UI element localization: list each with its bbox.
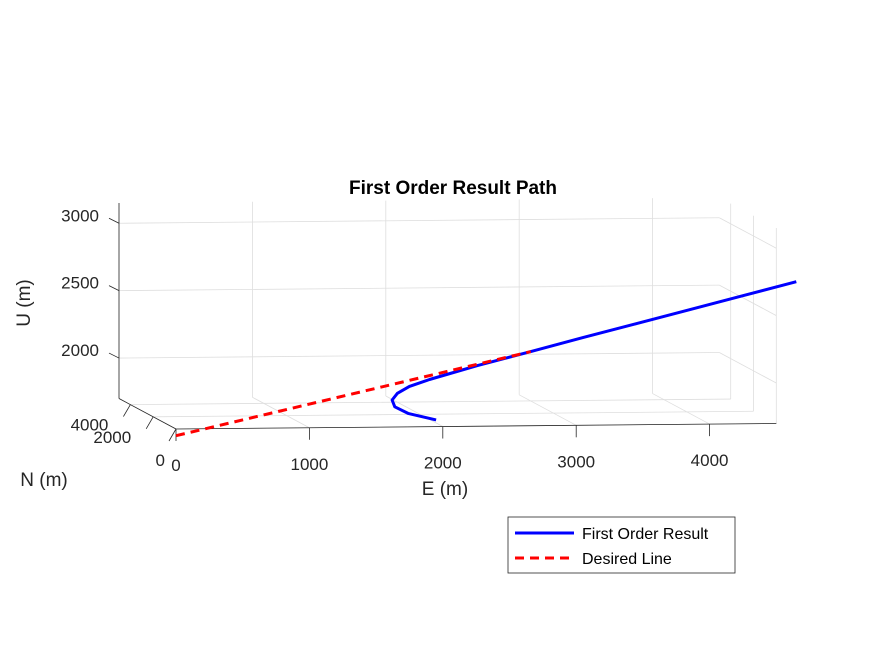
y-tick-mark <box>168 428 177 442</box>
series-line-desired-line <box>175 350 532 438</box>
grid-line-x-floor <box>652 393 710 425</box>
legend-label-first-order-result: First Order Result <box>582 526 709 543</box>
grid-line-x-floor <box>519 394 577 426</box>
grid-line-z-side <box>719 217 777 249</box>
series-line-first-order-result <box>390 280 797 422</box>
series-lines <box>175 280 797 438</box>
z-tick-mark <box>108 217 120 224</box>
y-tick-label: 2000 <box>93 428 131 447</box>
x-axis-label: E (m) <box>422 479 468 500</box>
z-tick-label: 2000 <box>61 341 99 360</box>
grid-line-z-back <box>118 352 720 359</box>
z-tick-label: 3000 <box>61 206 99 225</box>
y-tick-mark <box>145 416 154 430</box>
grid-line-x-floor <box>252 396 310 429</box>
chart-title: First Order Result Path <box>349 178 557 199</box>
grid-line-y-floor <box>130 398 731 405</box>
legend-label-desired-line: Desired Line <box>582 551 672 568</box>
y-tick-label: 0 <box>156 451 165 470</box>
x-tick-label: 1000 <box>290 455 328 474</box>
grid-line-x-floor <box>385 395 443 427</box>
x-tick-label: 2000 <box>424 454 462 473</box>
x-tick-label: 4000 <box>691 451 729 470</box>
y-axis-line <box>118 398 177 430</box>
grid-line-y-floor <box>153 410 754 418</box>
x-axis-line <box>175 423 777 430</box>
legend-box <box>507 516 736 574</box>
x-tick-label: 3000 <box>557 452 595 471</box>
grid-line-z-back <box>118 217 720 224</box>
y-tick-label: 4000 <box>71 416 109 435</box>
grid-line-z-side <box>719 352 777 384</box>
z-axis-label: U (m) <box>14 279 35 326</box>
z-tick-label: 2500 <box>61 274 99 293</box>
y-axis-label: N (m) <box>20 470 67 491</box>
axes <box>108 203 777 442</box>
z-tick-mark <box>108 352 120 359</box>
grid-line-z-back <box>118 284 720 292</box>
y-tick-mark <box>123 404 131 417</box>
x-tick-label: 0 <box>171 456 180 475</box>
grid-line-z-side <box>719 284 777 316</box>
z-tick-mark <box>108 285 120 292</box>
legend: First Order Result Desired Line <box>507 516 736 574</box>
